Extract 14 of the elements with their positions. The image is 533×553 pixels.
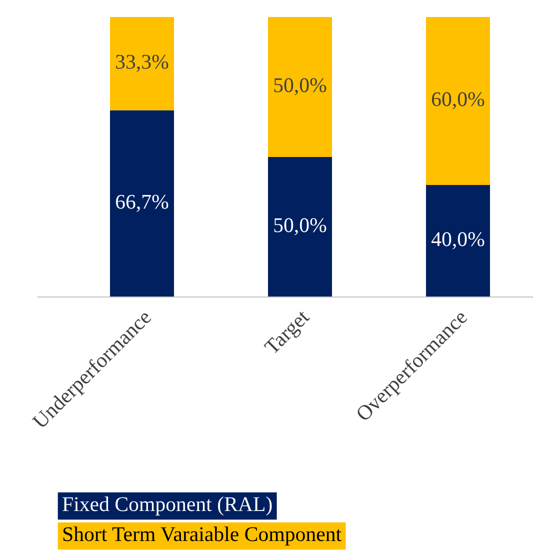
- data-label: 60,0%: [432, 92, 484, 110]
- data-label: 50,0%: [274, 218, 326, 236]
- bar: [268, 157, 332, 297]
- bar: [426, 17, 490, 185]
- text: Fixed Component (RAL): [62, 496, 272, 516]
- data-label: 66,7%: [116, 194, 168, 212]
- bar: [110, 17, 174, 110]
- bar: [426, 185, 490, 297]
- bar: [110, 110, 174, 297]
- data-label: 50,0%: [274, 78, 326, 96]
- text: Short Term Varaiable Component: [63, 526, 342, 546]
- data-label: 33,3%: [116, 54, 168, 72]
- data-label: 40,0%: [432, 232, 484, 250]
- bar: [268, 17, 332, 157]
